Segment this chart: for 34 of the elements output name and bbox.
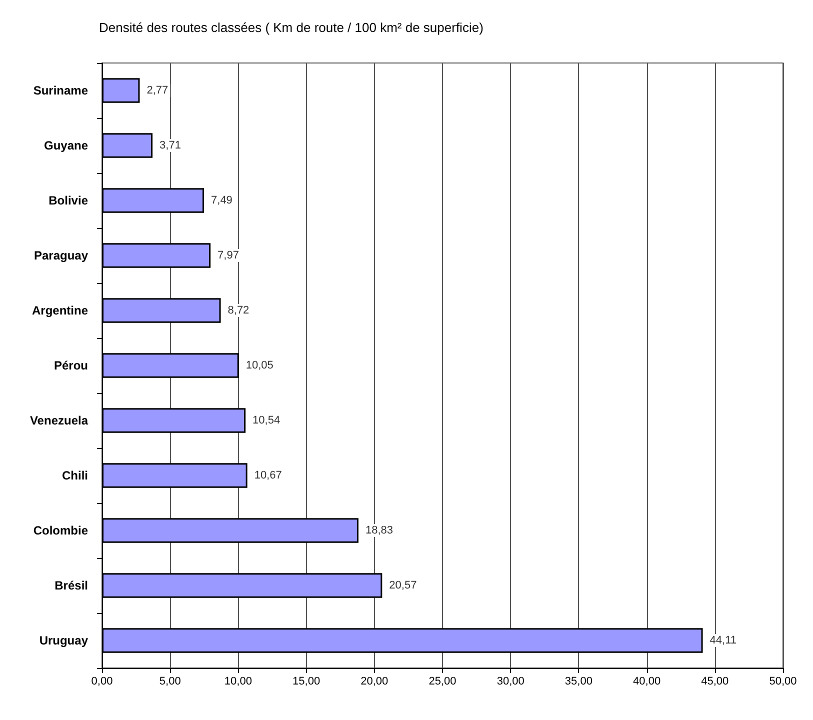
data-label: 7,49 [211,194,232,206]
y-tick-label: Chili [62,468,88,482]
x-tick-label: 0,00 [91,676,113,688]
x-tick-label: 40,00 [633,676,661,688]
y-tick-label: Colombie [33,524,88,538]
y-tick-label: Pérou [54,358,88,372]
x-tick-label: 50,00 [769,676,797,688]
data-label: 3,71 [160,140,181,152]
y-tick-label: Paraguay [34,248,88,262]
x-tick-label: 25,00 [428,676,456,688]
x-tick-label: 30,00 [496,676,524,688]
data-label: 2,77 [146,84,168,96]
x-tick-label: 10,00 [224,676,252,688]
data-label: 20,57 [389,580,417,592]
data-label: 10,05 [246,360,274,372]
data-label: 7,97 [218,250,239,262]
chart-title: Densité des routes classées ( Km de route / 100 km² de superficie) [99,20,484,35]
x-tick-label: 45,00 [701,676,729,688]
y-tick-label: Argentine [32,304,88,318]
data-label: 10,67 [254,470,282,482]
y-tick-label: Bolivie [48,194,88,208]
y-tick-label: Brésil [54,578,88,592]
y-tick-label: Guyane [44,138,88,152]
x-tick-label: 15,00 [292,676,320,688]
x-tick-label: 20,00 [360,676,388,688]
data-label: 18,83 [365,524,393,536]
y-tick-label: Suriname [33,84,88,98]
x-tick-label: 35,00 [564,676,592,688]
data-label: 8,72 [228,304,250,316]
x-tick-label: 5,00 [159,676,181,688]
data-label: 10,54 [252,414,280,426]
y-tick-label: Venezuela [30,414,88,428]
data-label: 44,11 [710,634,736,646]
y-tick-label: Uruguay [39,634,88,648]
